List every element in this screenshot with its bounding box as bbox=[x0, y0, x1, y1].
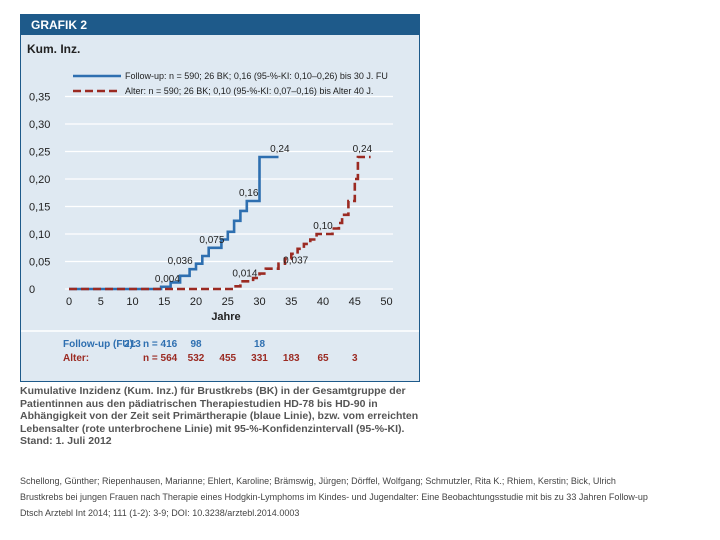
x-tick-label: 40 bbox=[317, 296, 329, 308]
risk-row-fu-label: Follow-up (FU): bbox=[63, 339, 136, 350]
x-tick-label: 30 bbox=[253, 296, 265, 308]
risk-table-value: 3 bbox=[352, 353, 358, 364]
citation-title: Brustkrebs bei jungen Frauen nach Therap… bbox=[20, 492, 648, 502]
x-tick-label: 35 bbox=[285, 296, 297, 308]
risk-table: Follow-up (FU): n = 416 Alter: n = 564 2… bbox=[63, 339, 358, 364]
data-label: 0,036 bbox=[168, 256, 193, 267]
grid-lines bbox=[65, 95, 393, 290]
data-label: 0,10 bbox=[313, 221, 333, 232]
risk-row-alter-label: Alter: bbox=[63, 353, 89, 364]
risk-table-value: 65 bbox=[317, 353, 329, 364]
plot-background bbox=[21, 35, 419, 381]
x-tick-labels: 0 5 10 15 20 25 30 35 40 45 50 bbox=[66, 296, 393, 308]
incidence-chart: Kum. Inz. 00,050,100,150,200,250,300,35 … bbox=[21, 42, 419, 364]
x-axis-label: Jahre bbox=[211, 311, 240, 323]
x-tick-label: 0 bbox=[66, 296, 72, 308]
risk-table-value: 18 bbox=[254, 339, 266, 350]
y-axis-title: Kum. Inz. bbox=[27, 42, 80, 56]
citation-reference: Dtsch Arztebl Int 2014; 111 (1-2): 3-9; … bbox=[20, 508, 300, 518]
risk-table-value: 183 bbox=[283, 353, 300, 364]
risk-row-alter-n: n = 564 bbox=[143, 353, 178, 364]
legend: Follow-up: n = 590; 26 BK; 0,16 (95-%-KI… bbox=[73, 71, 388, 96]
risk-table-value: 213 bbox=[124, 339, 141, 350]
x-tick-label: 15 bbox=[158, 296, 170, 308]
y-tick-label: 0,20 bbox=[29, 174, 50, 186]
x-tick-label: 20 bbox=[190, 296, 202, 308]
data-label: 0,24 bbox=[353, 144, 373, 155]
citation-block: Schellong, Günther; Riepenhausen, Marian… bbox=[20, 473, 710, 521]
figure-header: GRAFIK 2 bbox=[21, 15, 419, 35]
y-tick-label: 0,15 bbox=[29, 202, 50, 214]
data-labels: 0,004 0,036 0,075 0,16 0,24 0,014 0,037 0,10 0,2… bbox=[155, 144, 373, 285]
y-tick-label: 0,25 bbox=[29, 147, 50, 159]
y-tick-label: 0,05 bbox=[29, 257, 50, 269]
risk-table-value: 532 bbox=[188, 353, 205, 364]
data-label: 0,16 bbox=[239, 188, 259, 199]
data-label: 0,037 bbox=[283, 256, 308, 267]
data-label: 0,014 bbox=[232, 268, 257, 279]
risk-row-fu-n: n = 416 bbox=[143, 339, 178, 350]
series-line-follow-up bbox=[69, 155, 279, 291]
figure-frame: GRAFIK 2 Kum. Inz. 0 0,05 0,10 0,15 0,20 0,25… bbox=[20, 14, 420, 382]
x-tick-label: 50 bbox=[380, 296, 392, 308]
data-label: 0,075 bbox=[199, 235, 224, 246]
figure-header-title: GRAFIK 2 bbox=[31, 18, 88, 32]
data-label: 0,004 bbox=[155, 274, 180, 285]
legend-fu-text: Follow-up: n = 590; 26 BK; 0,16 (95-%-KI… bbox=[125, 71, 388, 81]
risk-table-value: 331 bbox=[251, 353, 268, 364]
x-tick-label: 5 bbox=[98, 296, 104, 308]
x-tick-label: 25 bbox=[222, 296, 234, 308]
series-lines bbox=[69, 155, 371, 291]
citation-authors: Schellong, Günther; Riepenhausen, Marian… bbox=[20, 476, 616, 486]
y-tick-label: 0,30 bbox=[29, 119, 50, 131]
figure-caption: Kumulative Inzidenz (Kum. Inz.) für Brus… bbox=[20, 385, 419, 447]
legend-alter-text: Alter: n = 590; 26 BK; 0,10 (95-%-KI: 0,… bbox=[125, 86, 373, 96]
x-tick-label: 45 bbox=[349, 296, 361, 308]
x-tick-label: 10 bbox=[126, 296, 138, 308]
y-tick-label: 0,35 bbox=[29, 92, 50, 104]
series-line-alter bbox=[69, 155, 371, 291]
risk-table-value: 98 bbox=[190, 339, 202, 350]
y-tick-label: 0,10 bbox=[29, 229, 50, 241]
y-tick-label: 0 bbox=[29, 284, 35, 296]
risk-table-value: 455 bbox=[219, 353, 236, 364]
data-label: 0,24 bbox=[270, 144, 290, 155]
y-tick-labels: 0 0,05 0,10 0,15 0,20 0,25 0,30 0,35 bbox=[29, 92, 50, 297]
